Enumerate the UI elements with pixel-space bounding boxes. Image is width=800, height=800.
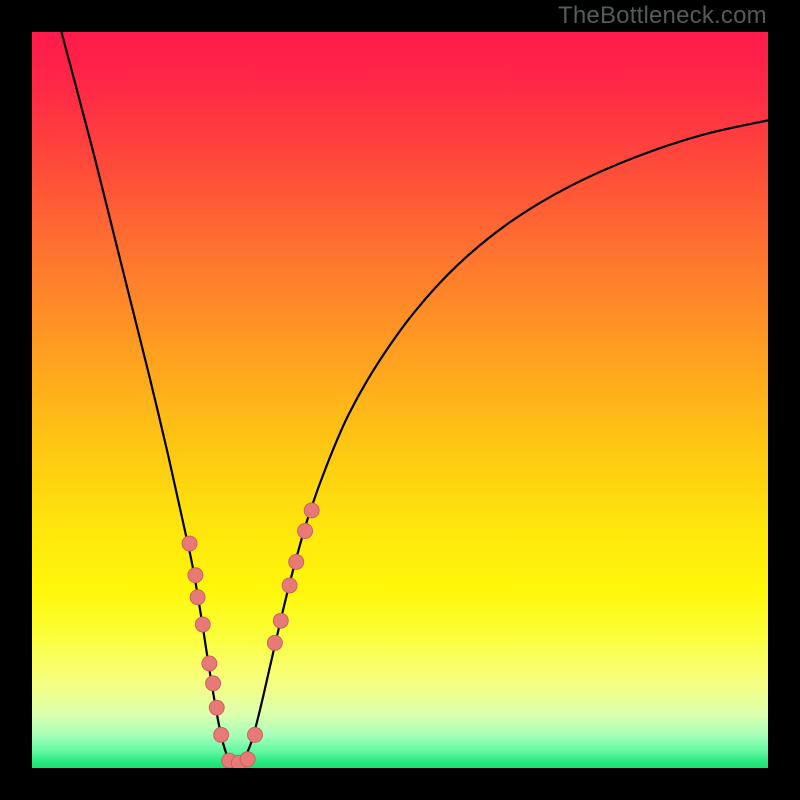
data-dot <box>273 613 288 628</box>
data-dot <box>282 578 297 593</box>
data-dot <box>209 700 224 715</box>
plot-background <box>32 32 768 768</box>
data-dot <box>188 568 203 583</box>
data-dot <box>182 536 197 551</box>
data-dot <box>267 635 282 650</box>
data-dot <box>289 554 304 569</box>
data-dot <box>195 617 210 632</box>
data-dot <box>214 727 229 742</box>
chart-root <box>0 0 800 800</box>
data-dot <box>190 590 205 605</box>
data-dot <box>304 503 319 518</box>
chart-svg <box>0 0 800 800</box>
data-dot <box>248 727 263 742</box>
watermark-text: TheBottleneck.com <box>558 2 767 30</box>
data-dot <box>206 676 221 691</box>
data-dot <box>202 656 217 671</box>
data-dot <box>298 524 313 539</box>
data-dot <box>240 752 255 767</box>
